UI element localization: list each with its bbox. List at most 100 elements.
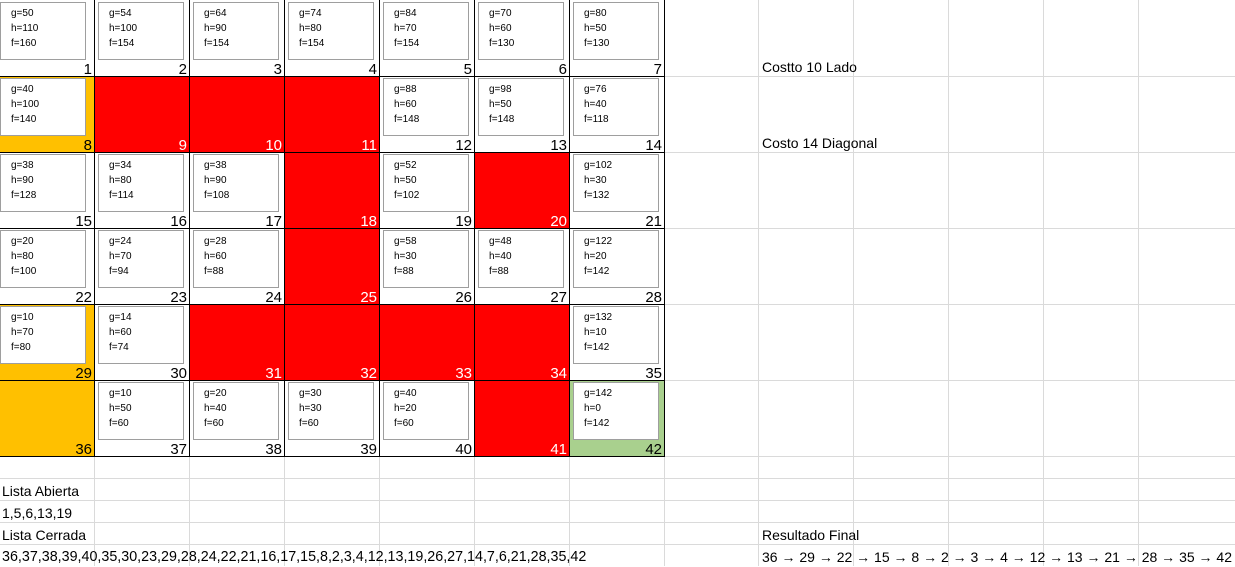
grid-cell[interactable]: g=80 h=50 f=130 7 xyxy=(569,0,664,76)
grid-cell[interactable]: 34 xyxy=(474,304,569,380)
cell-cost-note[interactable]: g=10 h=70 f=80 xyxy=(0,306,86,364)
grid-cell[interactable]: g=30 h=30 f=60 39 xyxy=(284,380,379,456)
cell-cost-note[interactable]: g=20 h=40 f=60 xyxy=(193,382,279,440)
grid-cell[interactable]: g=58 h=30 f=88 26 xyxy=(379,228,474,304)
cell-cost-note[interactable]: g=142 h=0 f=142 xyxy=(573,382,659,440)
grid-cell[interactable]: g=10 h=70 f=80 29 xyxy=(0,304,94,380)
grid-cell[interactable]: 32 xyxy=(284,304,379,380)
grid-cell[interactable]: g=10 h=50 f=60 37 xyxy=(94,380,189,456)
result-value[interactable]: 36 → 29 → 22 → 15 → 8 → 2 → 3 → 4 → 12 →… xyxy=(762,549,1232,565)
cell-cost-note[interactable]: g=132 h=10 f=142 xyxy=(573,306,659,364)
cost-f-value: f=154 xyxy=(394,38,420,49)
cost-g-value: g=98 xyxy=(489,84,512,95)
cell-cost-note[interactable]: g=76 h=40 f=118 xyxy=(573,78,659,136)
cell-number: 25 xyxy=(360,289,377,304)
cell-number: 12 xyxy=(455,137,472,152)
cell-cost-note[interactable]: g=58 h=30 f=88 xyxy=(383,230,469,288)
cost-g-value: g=34 xyxy=(109,160,132,171)
grid-cell[interactable]: g=98 h=50 f=148 13 xyxy=(474,76,569,152)
grid-cell[interactable]: g=34 h=80 f=114 16 xyxy=(94,152,189,228)
grid-cell[interactable]: g=88 h=60 f=148 12 xyxy=(379,76,474,152)
grid-cell[interactable]: g=50 h=110 f=160 1 xyxy=(0,0,94,76)
grid-cell[interactable]: 31 xyxy=(189,304,284,380)
grid-cell[interactable]: 20 xyxy=(474,152,569,228)
grid-cell[interactable]: g=64 h=90 f=154 3 xyxy=(189,0,284,76)
grid-cell[interactable]: g=14 h=60 f=74 30 xyxy=(94,304,189,380)
cell-cost-note[interactable]: g=24 h=70 f=94 xyxy=(98,230,184,288)
cost-h-value: h=60 xyxy=(489,23,512,34)
cell-cost-note[interactable]: g=28 h=60 f=88 xyxy=(193,230,279,288)
grid-cell[interactable]: g=48 h=40 f=88 27 xyxy=(474,228,569,304)
grid-cell[interactable]: g=40 h=100 f=140 8 xyxy=(0,76,94,152)
cost-g-value: g=10 xyxy=(11,312,34,323)
grid-cell[interactable]: g=84 h=70 f=154 5 xyxy=(379,0,474,76)
cell-cost-note[interactable]: g=74 h=80 f=154 xyxy=(288,2,374,60)
grid-cell[interactable]: 9 xyxy=(94,76,189,152)
open-list-title[interactable]: Lista Abierta xyxy=(2,483,80,499)
cell-cost-note[interactable]: g=54 h=100 f=154 xyxy=(98,2,184,60)
cell-cost-note[interactable]: g=50 h=110 f=160 xyxy=(0,2,86,60)
grid-cell[interactable]: 18 xyxy=(284,152,379,228)
cell-number: 14 xyxy=(645,137,662,152)
closed-list-title[interactable]: Lista Cerrada xyxy=(2,527,87,543)
cost-side-label[interactable]: Costto 10 Lado xyxy=(762,59,857,75)
column-gridline xyxy=(758,0,759,566)
grid-cell[interactable]: g=40 h=20 f=60 40 xyxy=(379,380,474,456)
grid-cell[interactable]: g=52 h=50 f=102 19 xyxy=(379,152,474,228)
grid-cell[interactable]: g=102 h=30 f=132 21 xyxy=(569,152,664,228)
grid-cell[interactable]: g=70 h=60 f=130 6 xyxy=(474,0,569,76)
cell-cost-note[interactable]: g=40 h=100 f=140 xyxy=(0,78,86,136)
grid-cell[interactable]: g=20 h=80 f=100 22 xyxy=(0,228,94,304)
cost-f-value: f=60 xyxy=(299,418,319,429)
cost-g-value: g=30 xyxy=(299,388,322,399)
cell-cost-note[interactable]: g=34 h=80 f=114 xyxy=(98,154,184,212)
result-title[interactable]: Resultado Final xyxy=(762,527,860,543)
grid-cell[interactable]: 33 xyxy=(379,304,474,380)
cell-cost-note[interactable]: g=80 h=50 f=130 xyxy=(573,2,659,60)
closed-list-value[interactable]: 36,37,38,39,40,35,30,23,29,28,24,22,21,1… xyxy=(2,549,587,565)
cell-cost-note[interactable]: g=122 h=20 f=142 xyxy=(573,230,659,288)
grid-cell[interactable]: 11 xyxy=(284,76,379,152)
grid-cell[interactable]: 41 xyxy=(474,380,569,456)
cell-cost-note[interactable]: g=10 h=50 f=60 xyxy=(98,382,184,440)
cell-cost-note[interactable]: g=64 h=90 f=154 xyxy=(193,2,279,60)
grid-cell[interactable]: g=20 h=40 f=60 38 xyxy=(189,380,284,456)
cost-g-value: g=122 xyxy=(584,236,613,247)
cell-cost-note[interactable]: g=38 h=90 f=128 xyxy=(0,154,86,212)
open-list-value[interactable]: 1,5,6,13,19 xyxy=(2,505,73,521)
grid-cell[interactable]: g=122 h=20 f=142 28 xyxy=(569,228,664,304)
cell-number: 5 xyxy=(463,61,472,76)
cell-cost-note[interactable]: g=52 h=50 f=102 xyxy=(383,154,469,212)
cell-cost-note[interactable]: g=20 h=80 f=100 xyxy=(0,230,86,288)
cell-number: 34 xyxy=(550,365,567,380)
cell-cost-note[interactable]: g=40 h=20 f=60 xyxy=(383,382,469,440)
cost-g-value: g=74 xyxy=(299,8,322,19)
cell-cost-note[interactable]: g=88 h=60 f=148 xyxy=(383,78,469,136)
grid-cell[interactable]: 10 xyxy=(189,76,284,152)
grid-cell[interactable]: g=24 h=70 f=94 23 xyxy=(94,228,189,304)
grid-cell[interactable]: g=76 h=40 f=118 14 xyxy=(569,76,664,152)
grid-cell[interactable]: g=38 h=90 f=128 15 xyxy=(0,152,94,228)
cell-cost-note[interactable]: g=84 h=70 f=154 xyxy=(383,2,469,60)
cell-cost-note[interactable]: g=48 h=40 f=88 xyxy=(478,230,564,288)
grid-cell[interactable]: 25 xyxy=(284,228,379,304)
cell-cost-note[interactable]: g=102 h=30 f=132 xyxy=(573,154,659,212)
cost-h-value: h=60 xyxy=(394,99,417,110)
grid-cell[interactable]: g=54 h=100 f=154 2 xyxy=(94,0,189,76)
cost-g-value: g=20 xyxy=(204,388,227,399)
grid-cell[interactable]: g=74 h=80 f=154 4 xyxy=(284,0,379,76)
cell-cost-note[interactable]: g=30 h=30 f=60 xyxy=(288,382,374,440)
grid-cell[interactable]: g=38 h=90 f=108 17 xyxy=(189,152,284,228)
grid-cell[interactable]: 36 xyxy=(0,380,94,456)
column-gridline xyxy=(1138,0,1139,566)
cost-diagonal-label[interactable]: Costo 14 Diagonal xyxy=(762,135,878,151)
cell-cost-note[interactable]: g=70 h=60 f=130 xyxy=(478,2,564,60)
cell-cost-note[interactable]: g=98 h=50 f=148 xyxy=(478,78,564,136)
cell-cost-note[interactable]: g=38 h=90 f=108 xyxy=(193,154,279,212)
grid-border xyxy=(0,380,665,381)
grid-cell[interactable]: g=28 h=60 f=88 24 xyxy=(189,228,284,304)
grid-cell[interactable]: g=132 h=10 f=142 35 xyxy=(569,304,664,380)
cell-cost-note[interactable]: g=14 h=60 f=74 xyxy=(98,306,184,364)
grid-cell[interactable]: g=142 h=0 f=142 42 xyxy=(569,380,664,456)
